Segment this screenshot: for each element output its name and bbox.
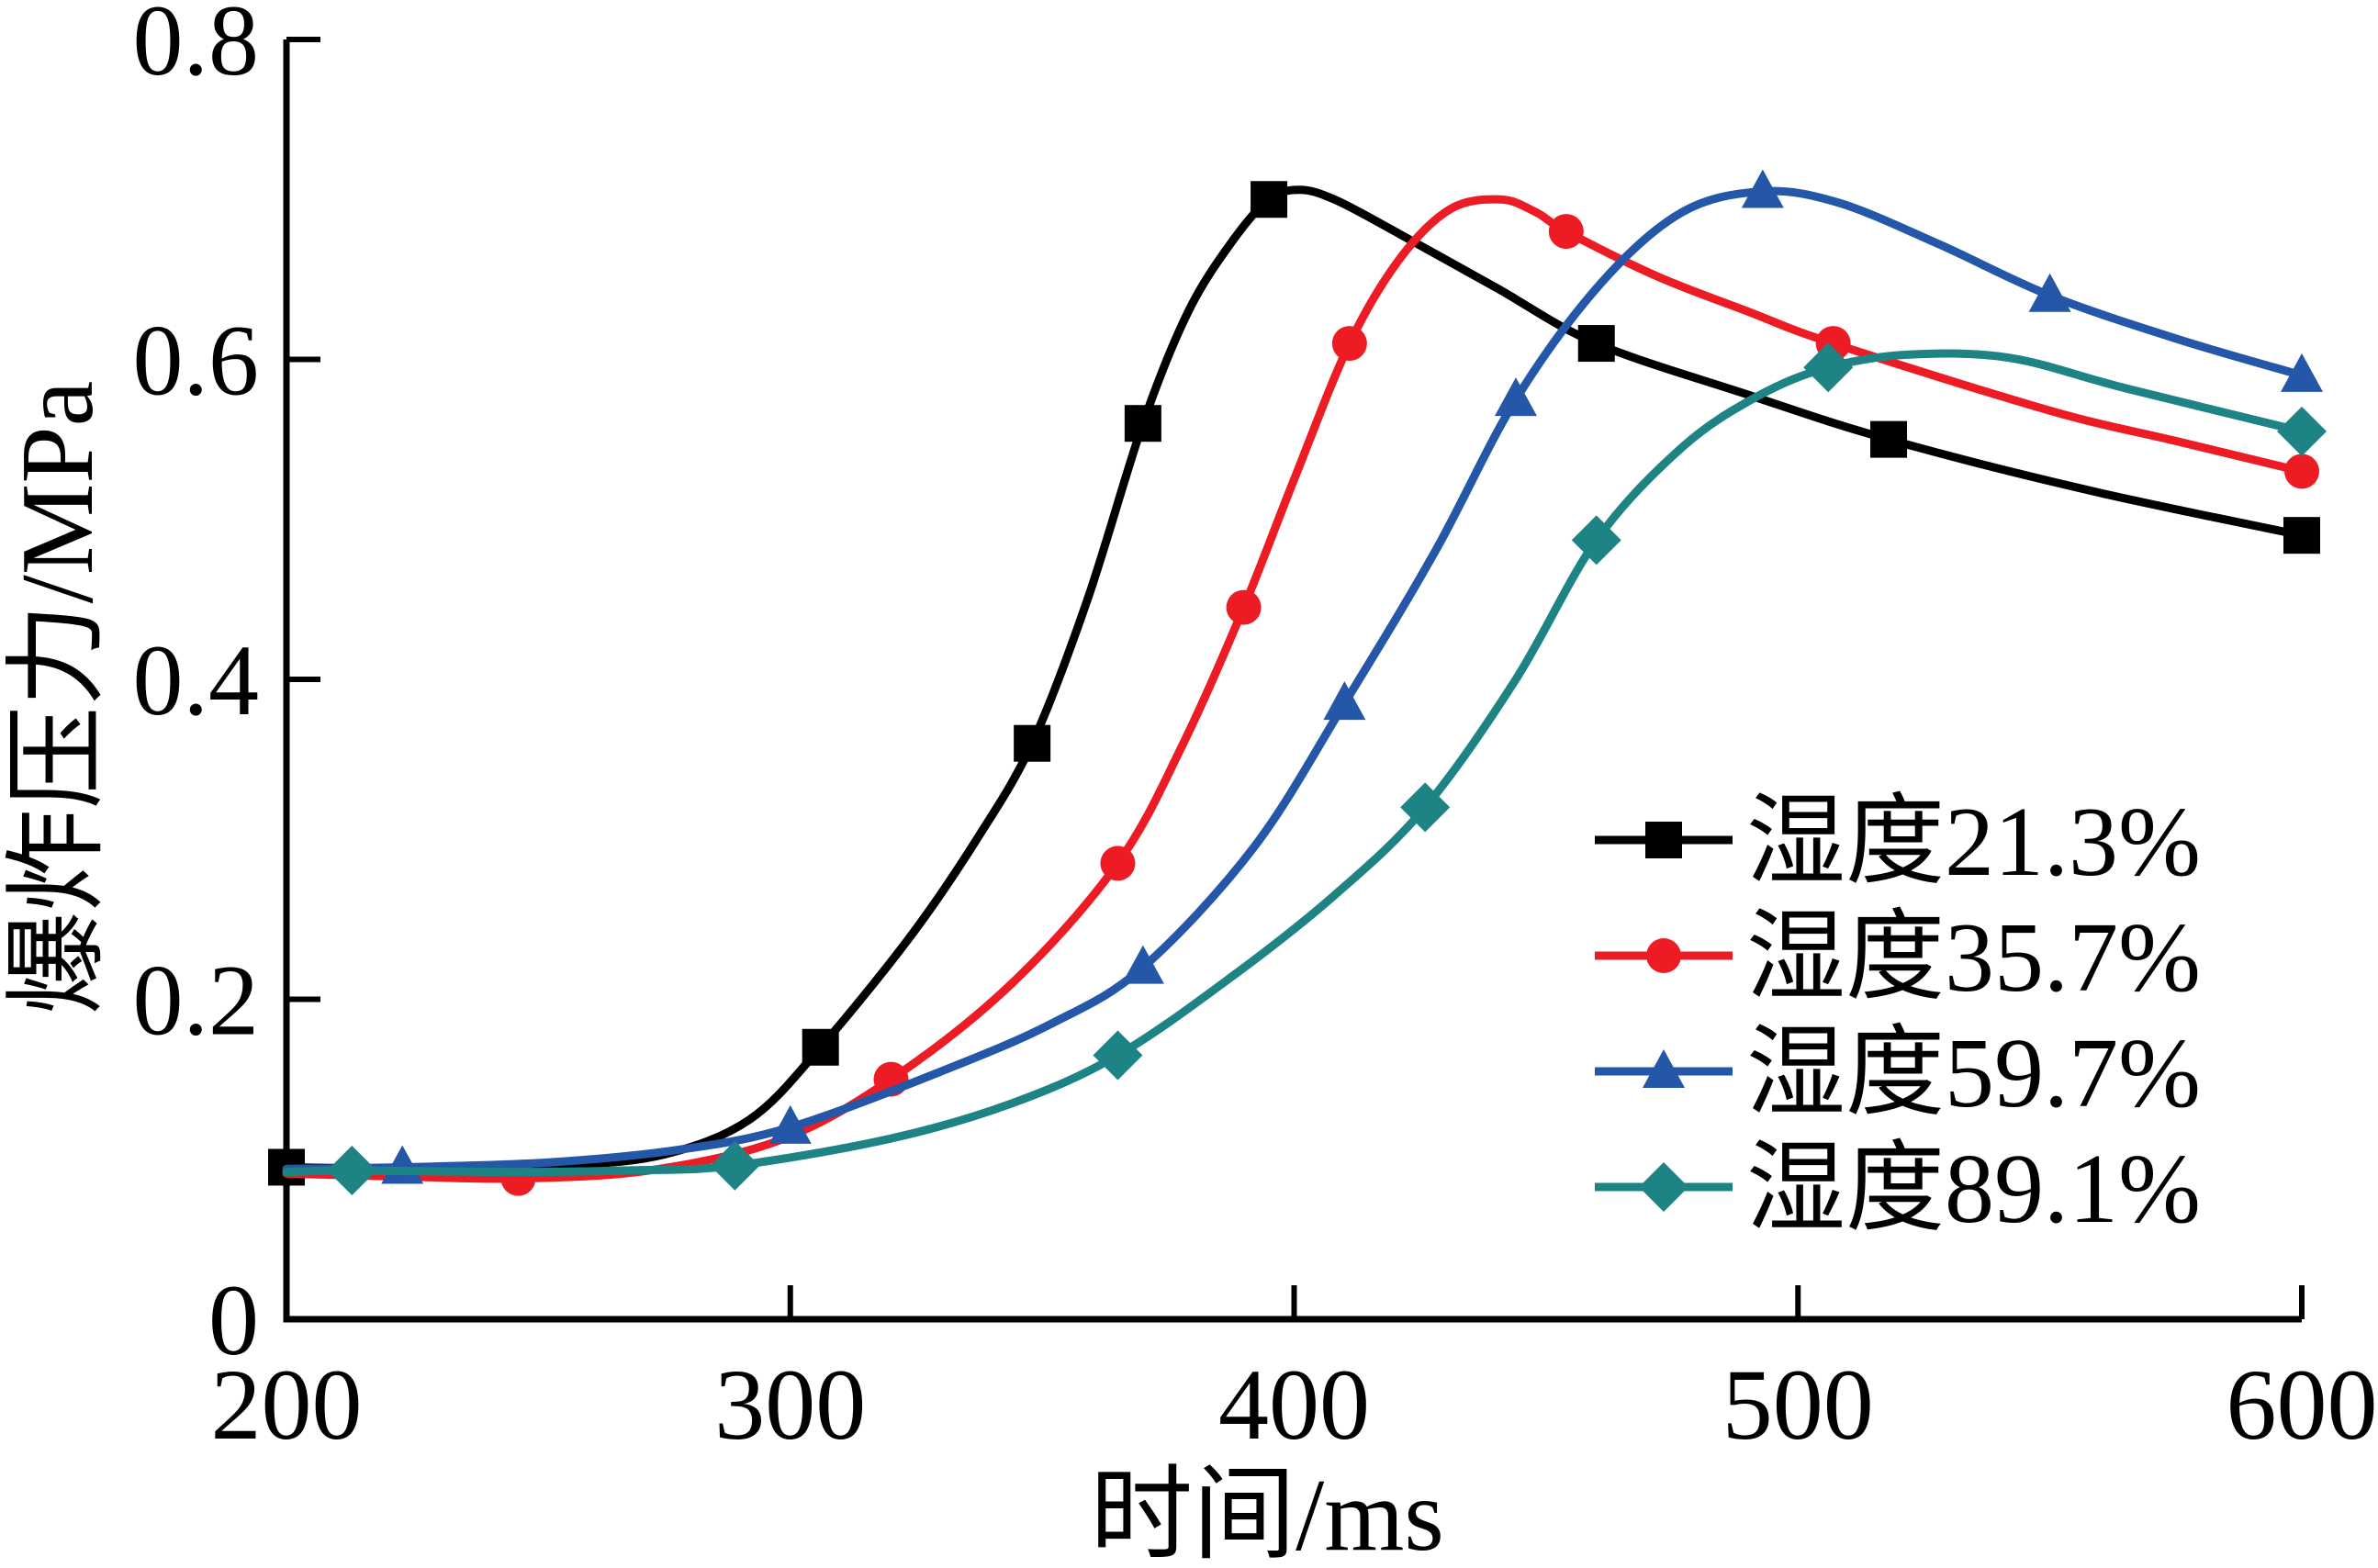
data-point-marker-square <box>2283 517 2320 554</box>
x-tick-label: 300 <box>714 1349 866 1461</box>
data-point-marker-diamond <box>710 1140 760 1191</box>
legend-item: 湿度89.1% <box>1595 1135 2201 1244</box>
legend-label: 湿度89.1% <box>1746 1135 2201 1244</box>
data-point-marker-square <box>1645 822 1682 858</box>
legend-label: 湿度59.7% <box>1746 1019 2201 1128</box>
data-point-marker-diamond <box>1400 782 1451 833</box>
x-tick-label: 600 <box>2227 1349 2378 1461</box>
series-3 <box>282 342 2327 1195</box>
data-point-marker-triangle <box>1323 681 1366 721</box>
legend-item: 湿度59.7% <box>1595 1019 2201 1128</box>
data-point-marker-square <box>1124 405 1161 442</box>
legend-item: 湿度21.3% <box>1595 788 2201 897</box>
data-point-marker-circle <box>1100 846 1136 881</box>
y-axis-title: 爆炸压力/MPa <box>1 381 115 1015</box>
data-point-marker-diamond <box>1803 342 1854 393</box>
x-tick-label: 400 <box>1218 1349 1370 1461</box>
y-tick-label: 0 <box>208 1264 259 1376</box>
data-point-marker-triangle <box>2028 273 2071 312</box>
axes: 200 300 400 500 600 0 0.2 0.4 0.6 0.8 <box>133 0 2378 1461</box>
y-tick-label: 0.2 <box>133 945 260 1057</box>
data-point-marker-square <box>1870 420 1908 458</box>
series-line <box>282 185 2306 1173</box>
x-tick-label: 200 <box>211 1349 363 1461</box>
data-point-marker-triangle <box>1741 169 1784 208</box>
x-tick-label: 500 <box>1722 1349 1874 1461</box>
legend-label: 湿度21.3% <box>1746 788 2201 897</box>
legend: 湿度21.3%湿度35.7%湿度59.7%湿度89.1% <box>1595 788 2201 1244</box>
legend-item: 湿度35.7% <box>1595 903 2201 1013</box>
data-series-layer <box>268 169 2327 1196</box>
series-line <box>282 349 2306 1177</box>
data-point-marker-circle <box>1548 214 1584 250</box>
series-line <box>282 186 2306 1173</box>
data-point-marker-triangle <box>1494 377 1537 417</box>
legend-label: 湿度35.7% <box>1746 903 2201 1013</box>
data-point-marker-triangle <box>768 1104 812 1144</box>
data-point-marker-circle <box>2284 454 2319 489</box>
data-point-marker-triangle <box>1643 1049 1685 1088</box>
series-2 <box>282 169 2323 1184</box>
y-tick-label: 0.8 <box>133 0 260 96</box>
data-point-marker-circle <box>1331 326 1367 362</box>
data-point-marker-diamond <box>2277 406 2327 456</box>
data-point-marker-circle <box>1226 589 1262 625</box>
data-point-marker-diamond <box>1639 1162 1688 1212</box>
data-point-marker-square <box>1014 724 1051 762</box>
data-point-marker-square <box>802 1028 839 1066</box>
y-tick-label: 0.6 <box>133 305 260 417</box>
data-point-marker-triangle <box>2281 353 2323 392</box>
data-point-marker-triangle <box>1121 945 1164 984</box>
data-point-marker-diamond <box>327 1145 377 1195</box>
y-tick-label: 0.4 <box>133 624 260 736</box>
data-point-marker-square <box>1251 181 1288 218</box>
data-point-marker-diamond <box>1093 1030 1143 1081</box>
data-point-marker-circle <box>1646 938 1681 973</box>
x-axis-title: 时间/ms <box>1090 1459 1444 1568</box>
data-point-marker-square <box>1577 325 1615 363</box>
series-0 <box>268 181 2320 1186</box>
data-point-marker-diamond <box>1571 515 1621 566</box>
